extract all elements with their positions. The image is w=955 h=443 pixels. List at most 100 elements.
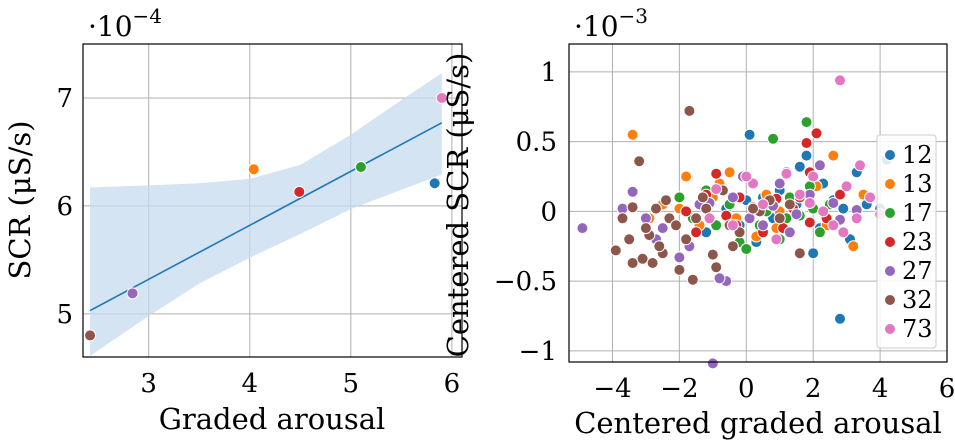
point-group-27 [790, 208, 803, 221]
legend-label-12: 12 [902, 141, 933, 169]
point-group-32 [646, 257, 659, 269]
point-group-73 [854, 159, 866, 172]
right-y-tick-labels: −1 −0.5 0 0.5 1 [494, 58, 557, 367]
legend-marker-73 [884, 323, 896, 335]
point-group-17 [740, 243, 753, 255]
point-group-13 [723, 166, 736, 179]
legend-marker-23 [884, 236, 896, 248]
point-group-32 [84, 329, 97, 342]
right-y-tick-label: −0.5 [494, 267, 557, 297]
point-group-73 [803, 197, 816, 209]
point-group-73 [864, 191, 877, 204]
point-group-12 [793, 160, 806, 173]
point-group-32 [680, 233, 693, 246]
confidence-band-area [90, 73, 442, 356]
point-group-23 [800, 137, 813, 149]
point-group-32 [783, 198, 796, 211]
legend-marker-12 [884, 149, 896, 161]
point-group-17 [800, 116, 813, 129]
left-x-tick-label: 3 [140, 369, 157, 399]
point-group-73 [703, 212, 716, 225]
point-group-17 [767, 132, 780, 145]
point-group-32 [747, 202, 759, 215]
point-group-73 [710, 183, 723, 196]
legend-marker-32 [884, 294, 896, 306]
point-group-12 [428, 177, 441, 190]
point-group-23 [803, 216, 816, 229]
point-group-27 [706, 357, 719, 370]
left-x-tick-label: 5 [343, 369, 360, 399]
right-y-tick-label: −1 [519, 337, 557, 367]
left-y-tick-label: 7 [56, 84, 73, 114]
right-x-tick-label: 4 [872, 374, 889, 404]
point-group-23 [710, 167, 723, 180]
regression-line [89, 122, 443, 312]
point-group-32 [660, 194, 672, 207]
point-group-73 [726, 219, 739, 232]
point-group-32 [609, 244, 622, 257]
left-x-tick-labels: 3 4 5 6 [140, 369, 460, 399]
point-group-17 [673, 191, 686, 204]
point-group-23 [293, 185, 306, 198]
point-group-32 [710, 261, 723, 274]
point-group-32 [633, 155, 646, 168]
point-group-27 [713, 272, 726, 285]
left-multiplier-exp: −4 [133, 4, 162, 28]
legend-label-27: 27 [902, 257, 933, 285]
right-x-tick-label: 2 [805, 374, 822, 404]
right-x-tick-label: −4 [593, 374, 631, 404]
left-x-tick-label: 6 [444, 369, 461, 399]
point-group-13 [680, 170, 693, 183]
left-y-tick-label: 6 [56, 192, 73, 222]
right-y-tick-label: 0.5 [516, 128, 557, 158]
right-y-tick-label: 1 [540, 58, 557, 88]
legend-label-13: 13 [902, 170, 933, 198]
point-group-73 [834, 74, 846, 87]
point-group-73 [837, 226, 850, 239]
right-x-tick-labels: −4 −2 0 2 4 6 [593, 374, 955, 404]
point-group-32 [696, 191, 709, 204]
point-group-32 [616, 212, 629, 225]
point-group-17 [813, 226, 826, 239]
legend-label-17: 17 [902, 199, 933, 227]
point-group-73 [817, 205, 830, 218]
legend-marker-27 [884, 265, 896, 277]
point-group-32 [673, 263, 686, 276]
point-group-73 [757, 198, 769, 211]
right-multiplier-base: ·10 [574, 10, 619, 43]
right-x-tick-label: 0 [738, 374, 755, 404]
left-y-tick-label: 5 [56, 300, 73, 330]
point-group-23 [690, 226, 703, 239]
right-y-axis-label: Centered SCR (μS/s) [441, 53, 475, 358]
point-group-27 [783, 226, 796, 239]
point-group-32 [623, 233, 636, 246]
point-group-32 [636, 252, 649, 265]
point-group-73 [807, 170, 820, 183]
point-group-27 [827, 197, 840, 209]
point-group-12 [834, 312, 846, 325]
point-group-27 [773, 177, 786, 190]
point-group-73 [827, 219, 840, 232]
right-x-tick-label: 6 [939, 374, 955, 404]
legend-label-23: 23 [902, 228, 933, 256]
point-group-23 [810, 127, 823, 140]
point-group-73 [840, 180, 853, 193]
point-group-12 [807, 247, 820, 260]
point-group-73 [850, 212, 863, 225]
point-group-27 [626, 185, 639, 198]
point-group-13 [827, 149, 840, 162]
left-regression-line [89, 122, 443, 312]
right-x-axis-label: Centered graded arousal [574, 406, 942, 440]
point-group-27 [576, 222, 589, 235]
point-group-32 [653, 240, 666, 253]
point-group-13 [847, 240, 860, 253]
point-group-32 [650, 202, 662, 215]
point-group-32 [626, 201, 639, 214]
left-points [84, 91, 448, 342]
point-group-13 [626, 128, 639, 141]
point-group-27 [726, 191, 739, 204]
point-group-32 [690, 212, 703, 225]
point-group-12 [800, 149, 813, 162]
